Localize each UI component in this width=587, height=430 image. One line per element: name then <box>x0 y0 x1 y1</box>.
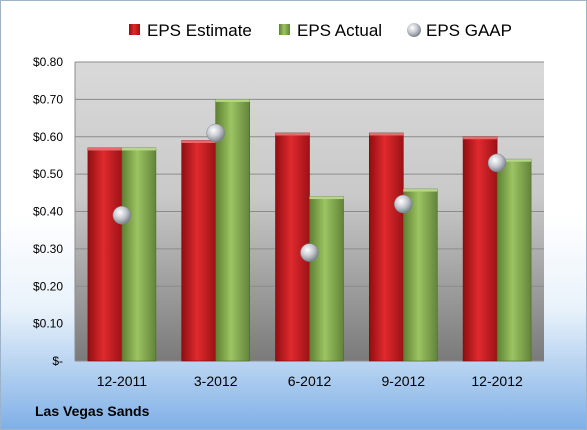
x-tick-label: 9-2012 <box>382 373 426 389</box>
y-tick-label: $0.80 <box>33 55 63 69</box>
eps-estimate-bar-top <box>275 133 310 136</box>
eps-actual-bar <box>309 196 344 362</box>
eps-actual-bar-top <box>215 99 250 102</box>
x-tick-label: 6-2012 <box>288 373 332 389</box>
y-tick-label: $0.70 <box>33 92 63 106</box>
eps-actual-bar <box>496 158 532 362</box>
eps-estimate-bar <box>368 132 404 362</box>
legend: EPS Estimate EPS Actual EPS GAAP <box>129 21 512 40</box>
eps-estimate-bar-top <box>463 136 498 140</box>
y-tick-label: $0.10 <box>33 317 63 331</box>
eps-actual-bar-top <box>403 189 438 192</box>
legend-label: EPS Estimate <box>147 21 252 40</box>
company-name: Las Vegas Sands <box>35 403 150 419</box>
legend-label: EPS Actual <box>297 21 382 40</box>
y-axis: $- $0.10 $0.20 $0.30 $0.40 $0.50 $0.60 $0.70 $0.… <box>33 55 76 368</box>
y-tick-label: $0.50 <box>33 167 63 181</box>
eps-actual-bar-top <box>497 159 532 162</box>
eps-actual-bar-top <box>121 147 156 151</box>
y-tick-label: $0.30 <box>33 242 63 256</box>
legend-label: EPS GAAP <box>426 21 512 40</box>
eps-gaap-marker <box>206 123 225 143</box>
legend-swatch-estimate <box>129 24 140 35</box>
gaap-markers <box>112 123 507 262</box>
bars <box>87 99 532 362</box>
eps-actual-bar-top <box>309 196 344 200</box>
legend-swatch-actual <box>279 24 290 35</box>
x-axis: 12-2011 3-2012 6-2012 9-2012 12-2012 <box>97 373 523 389</box>
eps-gaap-marker <box>394 194 413 214</box>
eps-gaap-marker <box>300 243 319 262</box>
eps-actual-bar <box>121 147 157 362</box>
eps-estimate-bar-top <box>369 133 404 136</box>
eps-estimate-bar <box>87 147 123 362</box>
eps-gaap-marker <box>487 153 507 173</box>
eps-actual-bar <box>402 188 438 362</box>
eps-estimate-bar <box>462 136 498 362</box>
eps-gaap-marker <box>112 205 132 225</box>
x-tick-label: 3-2012 <box>194 373 238 389</box>
legend-swatch-gaap <box>407 23 421 37</box>
y-tick-label: $0.20 <box>33 279 63 293</box>
eps-actual-bar <box>215 99 250 362</box>
y-tick-label: $0.60 <box>33 130 63 144</box>
x-tick-label: 12-2011 <box>97 373 148 389</box>
eps-estimate-bar-top <box>181 140 216 143</box>
y-tick-label: $0.40 <box>33 205 63 219</box>
eps-estimate-bar-top <box>87 147 122 151</box>
y-tick-label: $- <box>52 354 63 368</box>
x-tick-label: 12-2012 <box>471 373 523 389</box>
eps-estimate-bar <box>181 140 216 362</box>
